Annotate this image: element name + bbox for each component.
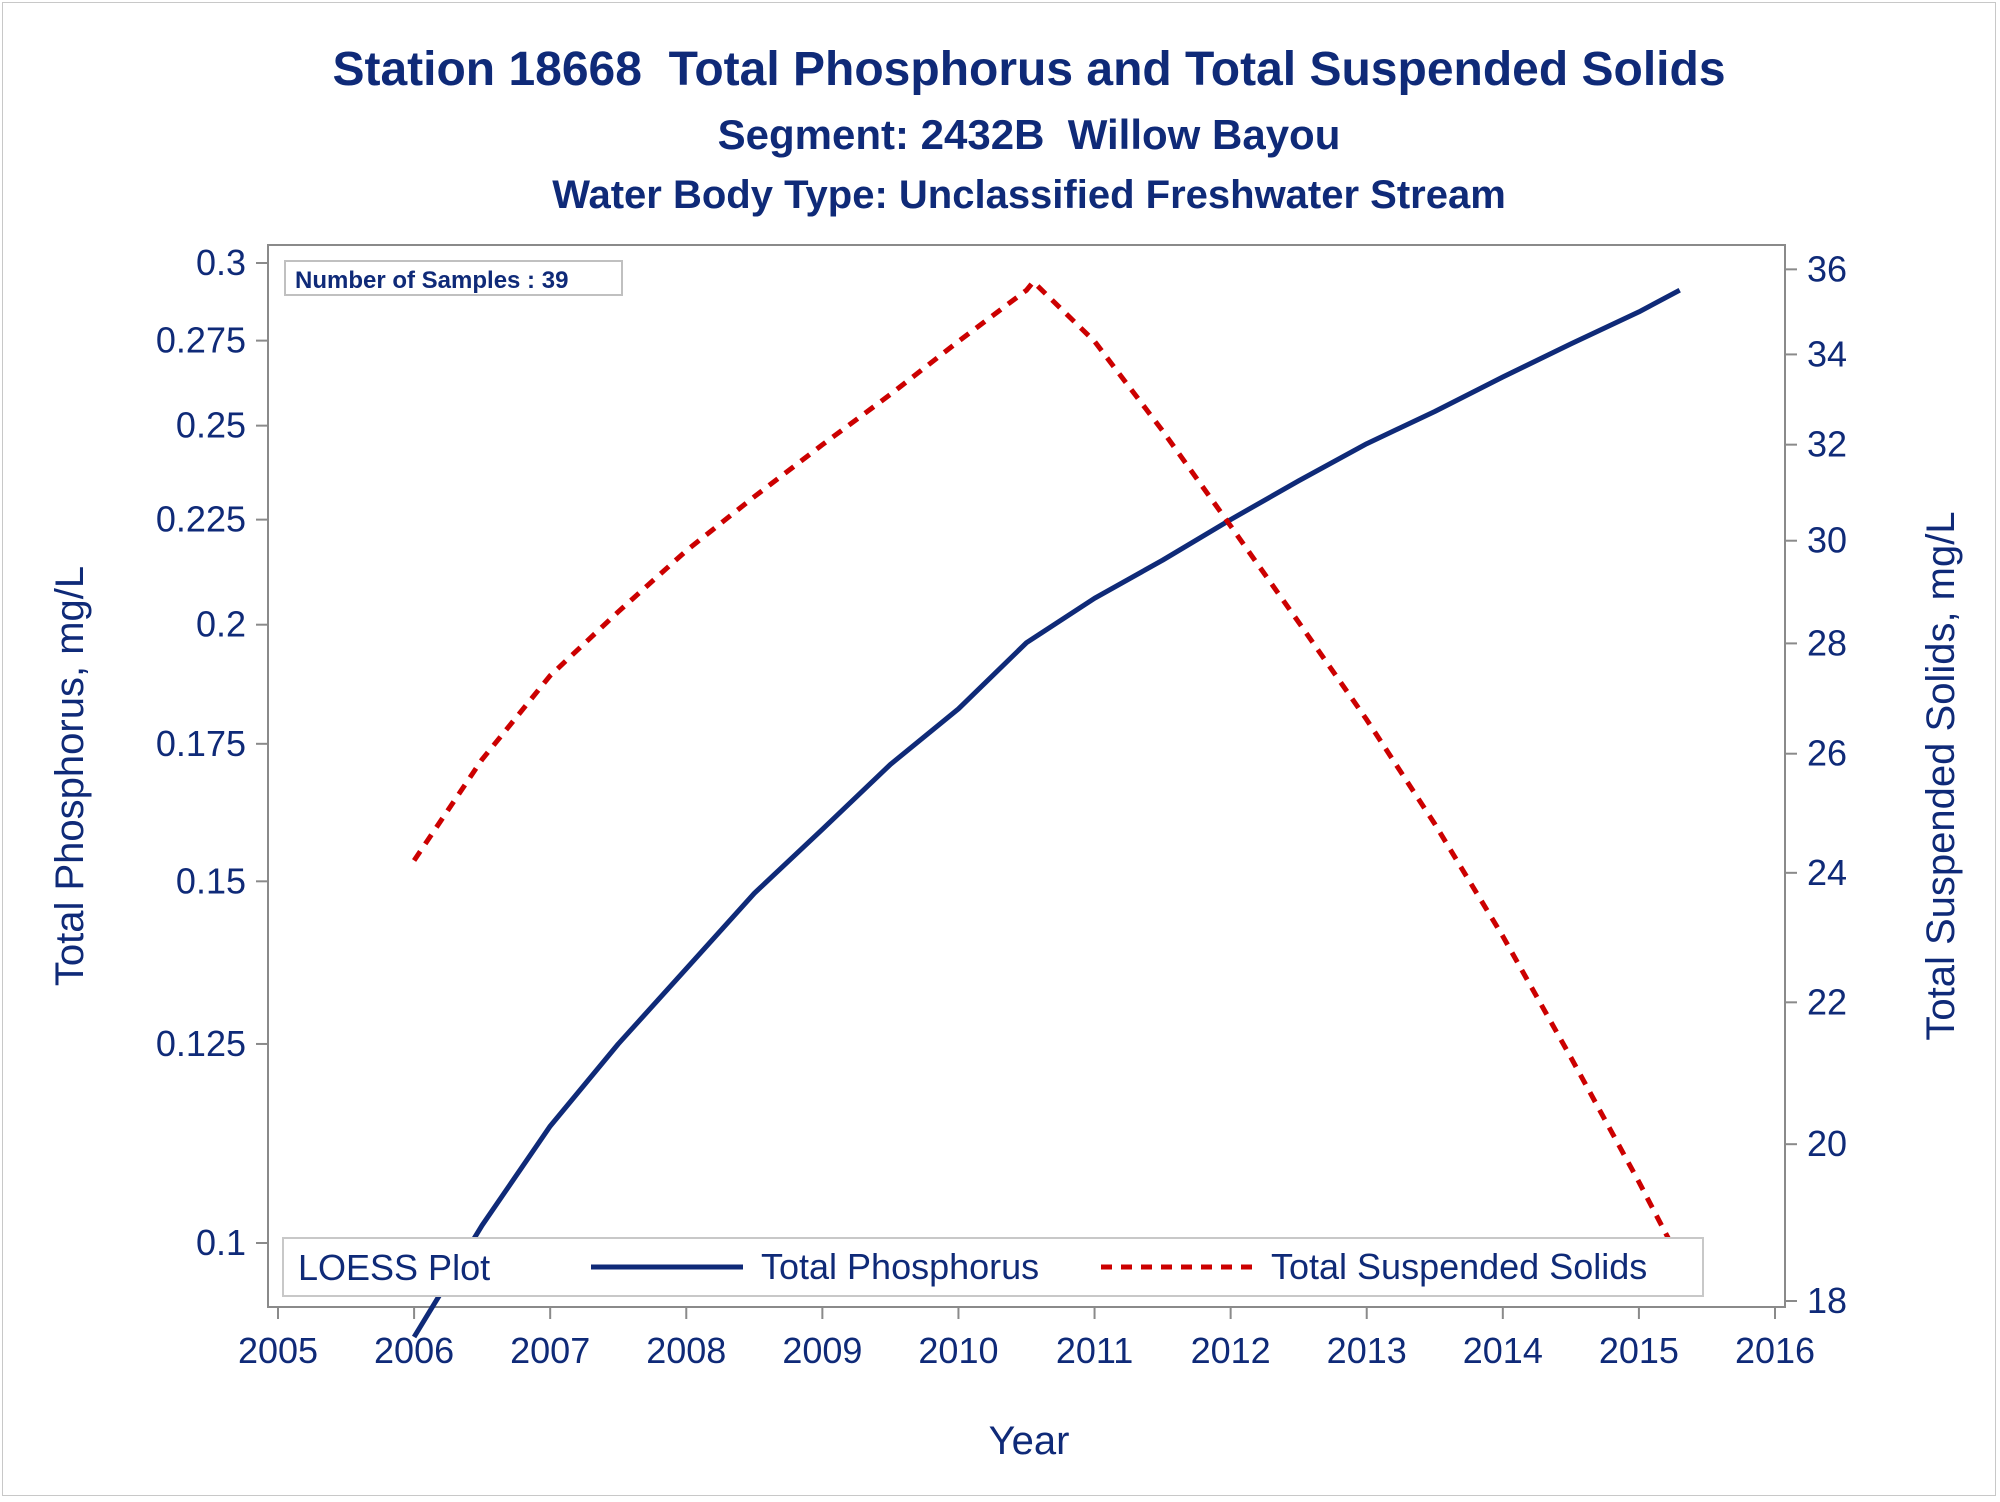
chart-title: Station 18668 Total Phosphorus and Total… [332,43,1725,96]
x-tick-label: 2014 [1463,1330,1543,1371]
right-y-tick-label: 28 [1807,622,1847,663]
legend-box [282,1237,1704,1297]
plot-area [267,244,1786,1308]
right-y-tick-label: 32 [1807,424,1847,465]
x-tick-label: 2007 [510,1330,590,1371]
x-tick-label: 2005 [238,1330,318,1371]
left-y-tick-label: 0.275 [156,320,246,361]
sample-count-box [284,260,623,296]
x-axis-label: Year [989,1419,1070,1463]
x-tick-label: 2011 [1056,1330,1133,1371]
legend-label-phosphorus: Total Phosphorus [761,1246,1039,1287]
right-y-tick-label: 24 [1807,852,1847,893]
right-y-axis-label: Total Suspended Solids, mg/L [1919,511,1963,1040]
x-tick-label: 2009 [782,1330,862,1371]
left-y-tick-label: 0.125 [156,1023,246,1064]
x-tick-label: 2016 [1735,1330,1815,1371]
left-y-tick-label: 0.3 [196,242,246,283]
left-y-axis: 0.1 0.125 0.15 0.175 0.2 0.225 0.25 0.275 0.3 [156,242,268,1263]
legend: LOESS Plot Total Phosphorus Total Suspen… [282,1237,1704,1297]
left-y-tick-label: 0.2 [196,604,246,645]
left-y-axis-label: Total Phosphorus, mg/L [48,566,92,986]
x-tick-label: 2012 [1191,1330,1271,1371]
sample-count-label: Number of Samples : 39 [295,267,568,294]
chart-svg: Station 18668 Total Phosphorus and Total… [48,43,1963,1463]
chart-subtitle-2: Water Body Type: Unclassified Freshwater… [552,173,1506,217]
right-y-tick-label: 20 [1807,1123,1847,1164]
series-line-total-suspended-solids [412,279,1682,1262]
x-tick-label: 2010 [918,1330,998,1371]
right-y-tick-label: 34 [1807,333,1847,374]
series-line-total-phosphorus [411,287,1681,1339]
right-y-tick-label: 26 [1807,733,1847,774]
right-y-tick-label: 30 [1807,520,1847,561]
chart-subtitle: Segment: 2432B Willow Bayou [718,111,1341,158]
right-y-axis: 18 20 22 24 26 28 30 32 34 36 [1785,248,1847,1321]
left-y-tick-label: 0.1 [196,1222,246,1263]
left-y-tick-label: 0.25 [176,405,246,446]
x-tick-label: 2013 [1327,1330,1407,1371]
legend-title: LOESS Plot [298,1247,490,1288]
x-tick-label: 2015 [1599,1330,1679,1371]
left-y-tick-label: 0.225 [156,499,246,540]
right-y-tick-label: 22 [1807,981,1847,1022]
x-tick-label: 2008 [646,1330,726,1371]
right-y-tick-label: 36 [1807,248,1847,289]
right-y-tick-label: 18 [1807,1280,1847,1321]
left-y-tick-label: 0.175 [156,723,246,764]
legend-label-tss: Total Suspended Solids [1271,1246,1647,1287]
series-layer [411,279,1682,1339]
x-axis: 2005 2006 2007 2008 2009 2010 2011 2012 2013 2014… [238,1307,1815,1371]
left-y-tick-label: 0.15 [176,860,246,901]
